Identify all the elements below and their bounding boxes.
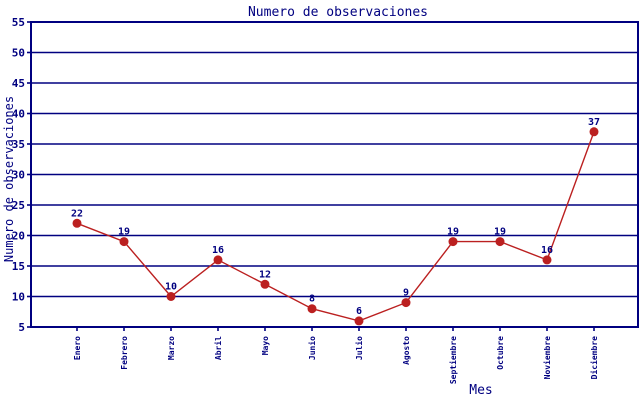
- x-tick-label: Julio: [354, 336, 364, 360]
- y-tick-labels: 5 10 15 20 25 30 35 40 45 50 55: [12, 16, 25, 334]
- data-point-label: 12: [259, 269, 271, 280]
- data-point-marker: [213, 255, 223, 265]
- y-tick-label: 55: [12, 16, 25, 29]
- x-tick-label: Marzo: [167, 336, 176, 360]
- data-point-marker: [307, 304, 317, 314]
- data-point-label: 19: [447, 227, 459, 238]
- axes: [27, 21, 639, 331]
- data-point-label: 19: [118, 227, 130, 238]
- y-tick-label: 15: [12, 260, 25, 273]
- data-point-label: 6: [356, 306, 362, 317]
- x-tick-label: Mayo: [261, 336, 270, 355]
- y-tick-label: 50: [12, 47, 25, 60]
- data-point-marker: [354, 316, 364, 326]
- x-tick-label: Abril: [213, 336, 223, 360]
- x-tick-label: Octubre: [496, 336, 505, 370]
- y-tick-label: 10: [12, 291, 25, 304]
- x-tick-label: Noviembre: [542, 336, 552, 380]
- data-point-marker: [542, 255, 552, 265]
- gridlines: [31, 51, 638, 298]
- data-point-marker: [495, 237, 505, 247]
- data-point-marker: [589, 127, 599, 137]
- x-tick-labels: Enero Febrero Marzo Abril Mayo Junio Julio Agos…: [73, 336, 599, 384]
- y-tick-label: 40: [12, 108, 25, 121]
- data-point-marker: [166, 292, 176, 301]
- data-point-label: 22: [71, 208, 83, 219]
- data-point-label: 9: [403, 288, 409, 299]
- data-point-label: 16: [541, 245, 553, 256]
- series-line: [76, 131, 595, 322]
- data-point-label: 10: [165, 282, 177, 293]
- data-series: [72, 127, 599, 326]
- x-axis-title: Mes: [469, 383, 492, 398]
- x-tick-label: Diciembre: [589, 336, 599, 380]
- x-tick-label: Febrero: [120, 336, 129, 370]
- data-point-label: 37: [588, 117, 600, 128]
- y-tick-label: 5: [18, 321, 25, 334]
- data-point-marker: [448, 237, 458, 247]
- x-tick-label: Enero: [73, 336, 82, 360]
- y-axis-title: Numero de observaciones: [2, 96, 16, 262]
- x-tick-label: Septiembre: [448, 336, 458, 384]
- y-tick-label: 45: [12, 77, 25, 90]
- data-point-label: 8: [309, 294, 315, 305]
- x-tick-label: Junio: [307, 336, 317, 360]
- data-point-label: 16: [212, 245, 224, 256]
- data-point-label: 19: [494, 227, 506, 238]
- y-tick-label: 20: [12, 230, 25, 243]
- y-tick-label: 35: [12, 138, 25, 151]
- data-point-marker: [260, 279, 270, 289]
- data-point-marker: [72, 218, 82, 228]
- data-point-marker: [401, 298, 411, 308]
- y-tick-label: 30: [12, 169, 25, 182]
- point-value-labels: 22 19 10 16 12 8 6 9 19 19 16 37: [71, 117, 600, 317]
- chart-title: Numero de observaciones: [248, 5, 428, 20]
- x-tick-label: Agosto: [402, 336, 411, 365]
- data-point-marker: [119, 237, 129, 247]
- y-tick-label: 25: [12, 199, 25, 212]
